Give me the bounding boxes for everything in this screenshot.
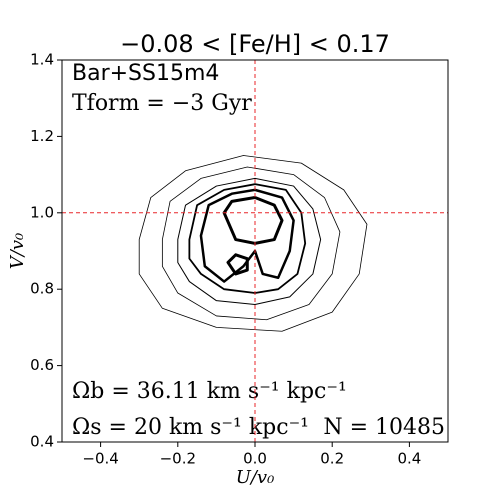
annotation: Bar+SS15m4 bbox=[72, 61, 219, 86]
x-tick-label: −0.2 bbox=[160, 450, 196, 468]
annotation: Tform = −3 Gyr bbox=[72, 91, 252, 116]
contour bbox=[222, 196, 284, 245]
annotation: Ωb = 36.11 km s⁻¹ kpc⁻¹ bbox=[72, 379, 347, 404]
y-tick-label: 0.4 bbox=[30, 433, 54, 451]
contour bbox=[177, 177, 322, 305]
x-tick-label: 0.0 bbox=[243, 450, 267, 468]
y-tick-label: 0.8 bbox=[30, 280, 54, 298]
contour bbox=[226, 253, 249, 276]
x-tick-label: 0.2 bbox=[320, 450, 344, 468]
x-axis-label: U/v₀ bbox=[236, 467, 275, 488]
y-tick-label: 1.2 bbox=[30, 127, 54, 145]
plot-frame bbox=[61, 59, 449, 443]
annotation: N = 10485 bbox=[323, 415, 445, 440]
contour bbox=[161, 166, 341, 321]
y-tick-label: 1.0 bbox=[30, 203, 54, 221]
y-axis-label: V/v₀ bbox=[7, 233, 28, 269]
contour bbox=[138, 155, 368, 332]
contour bbox=[199, 188, 295, 283]
contour bbox=[188, 183, 307, 294]
y-tick-label: 0.6 bbox=[30, 356, 54, 374]
x-tick-label: 0.4 bbox=[397, 450, 421, 468]
chart-title: −0.08 < [Fe/H] < 0.17 bbox=[120, 30, 390, 58]
y-tick-label: 1.4 bbox=[30, 51, 54, 69]
x-tick-label: −0.4 bbox=[82, 450, 118, 468]
annotation: Ωs = 20 km s⁻¹ kpc⁻¹ bbox=[72, 415, 309, 440]
